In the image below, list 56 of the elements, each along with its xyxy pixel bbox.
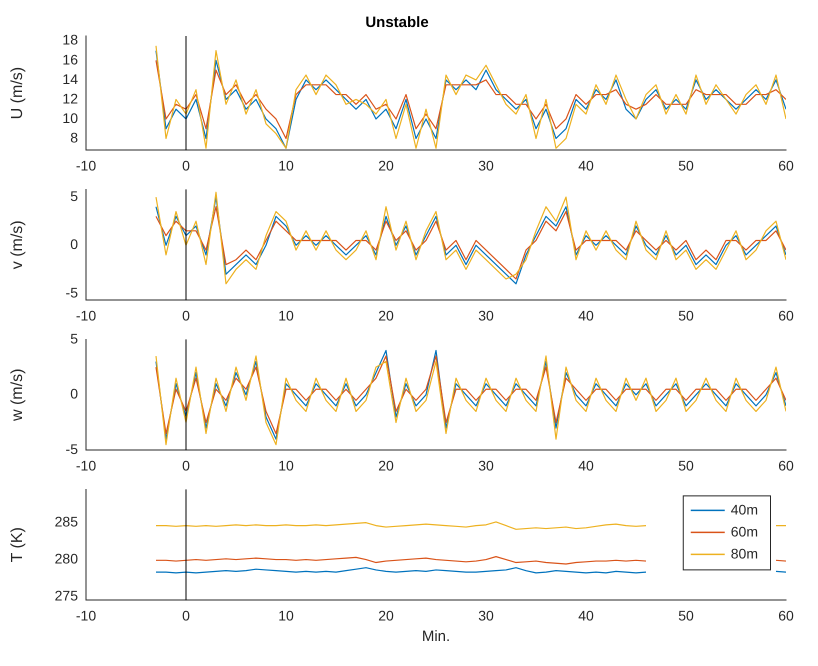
y-axis-title: v (m/s) — [9, 220, 26, 270]
x-tick-label: 20 — [378, 157, 394, 174]
x-tick-label: 50 — [678, 307, 694, 324]
x-tick-label: 50 — [678, 157, 694, 174]
y-tick-label: 285 — [54, 514, 78, 530]
y-axis-title: T (K) — [9, 527, 26, 562]
x-tick-label: 10 — [278, 457, 294, 474]
x-tick-label: 30 — [478, 307, 494, 324]
x-tick-label: -10 — [76, 607, 96, 624]
x-tick-label: 50 — [678, 607, 694, 624]
x-tick-label: 20 — [378, 607, 394, 624]
x-tick-label: 0 — [182, 307, 190, 324]
x-tick-label: 40 — [578, 157, 594, 174]
x-tick-label: 60 — [778, 457, 794, 474]
x-tick-label: 10 — [278, 307, 294, 324]
y-tick-label: 10 — [62, 110, 78, 126]
x-tick-label: 30 — [478, 157, 494, 174]
y-tick-label: 5 — [70, 330, 78, 346]
x-tick-label: 30 — [478, 457, 494, 474]
x-tick-label: 20 — [378, 307, 394, 324]
y-tick-label: 8 — [70, 129, 78, 146]
x-axis-title: Min. — [422, 628, 450, 646]
x-tick-label: 60 — [778, 307, 794, 324]
y-tick-label: 16 — [62, 51, 78, 68]
x-tick-label: 30 — [478, 607, 494, 624]
x-tick-label: 60 — [778, 157, 794, 174]
x-tick-label: 60 — [778, 607, 794, 624]
y-tick-label: 0 — [70, 386, 78, 402]
chart-title: Unstable — [365, 14, 429, 32]
x-tick-label: 40 — [578, 457, 594, 474]
x-tick-label: 50 — [678, 457, 694, 474]
x-tick-label: 10 — [278, 607, 294, 624]
x-tick-label: 0 — [182, 157, 190, 174]
y-tick-label: 5 — [70, 188, 78, 204]
legend-label: 80m — [730, 545, 758, 562]
y-axis-title: U (m/s) — [9, 66, 26, 120]
x-tick-label: 40 — [578, 607, 594, 624]
x-tick-label: -10 — [76, 307, 96, 324]
x-tick-label: -10 — [76, 457, 96, 474]
x-tick-label: 0 — [182, 607, 190, 624]
x-tick-label: 10 — [278, 157, 294, 174]
x-tick-label: -10 — [76, 157, 96, 174]
y-tick-label: 14 — [62, 70, 78, 87]
legend-label: 40m — [730, 501, 758, 518]
y-tick-label: 18 — [62, 32, 78, 48]
x-tick-label: 0 — [182, 457, 190, 474]
y-tick-label: 12 — [62, 90, 78, 106]
y-tick-label: -5 — [66, 284, 78, 300]
y-tick-label: 0 — [70, 236, 78, 252]
x-tick-label: 40 — [578, 307, 594, 324]
x-tick-label: 20 — [378, 457, 394, 474]
y-tick-label: 280 — [54, 550, 78, 566]
y-tick-label: -5 — [66, 441, 78, 458]
y-tick-label: 275 — [54, 587, 78, 604]
legend-label: 60m — [730, 523, 758, 540]
y-axis-title: w (m/s) — [9, 368, 26, 422]
